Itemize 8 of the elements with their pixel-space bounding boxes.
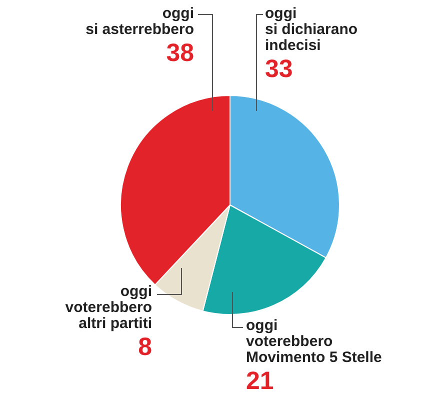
slice-label: oggi si dichiarano indecisi [265, 5, 358, 54]
slice-label: oggi si asterrebbero [86, 5, 194, 38]
slice-label: oggi voterebbero altri partiti [65, 283, 152, 332]
slice-label: oggi voterebbero Movimento 5 Stelle [246, 317, 382, 366]
data-label: 8 [137, 332, 152, 362]
data-label: 38 [165, 38, 194, 68]
data-label: 33 [265, 54, 294, 84]
data-label: 21 [246, 366, 275, 396]
